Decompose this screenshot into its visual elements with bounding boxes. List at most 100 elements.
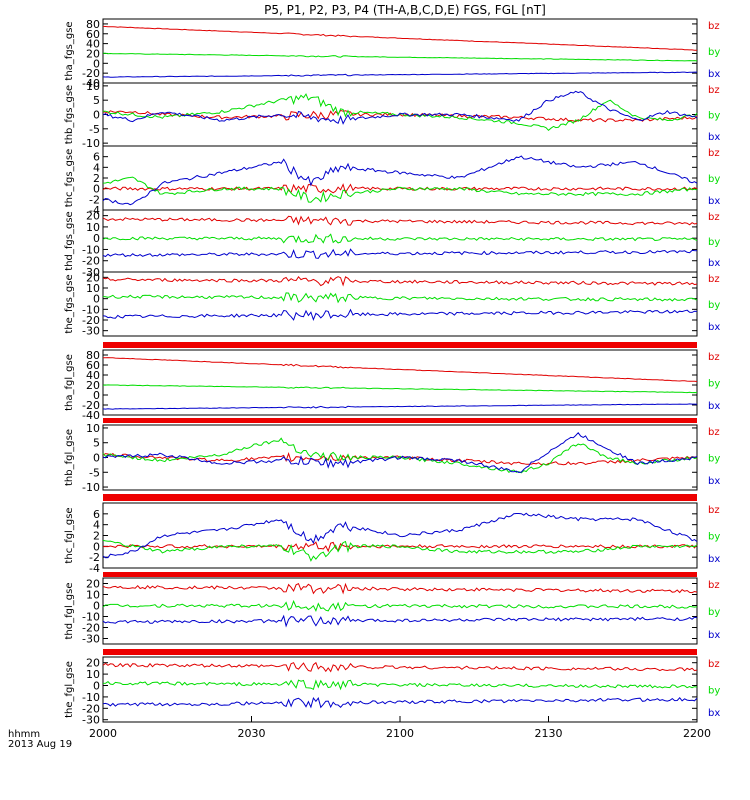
x-tick-label-0: 2000 bbox=[89, 727, 117, 740]
y-tick-label-1-0: 10 bbox=[86, 80, 100, 93]
y-tick-label-1-2: 0 bbox=[93, 109, 100, 122]
legend-label-by-9: by bbox=[708, 686, 720, 697]
series-line-bz-0 bbox=[102, 25, 697, 51]
legend-label-bx-7: bx bbox=[708, 554, 720, 565]
y-tick-label-0-2: 40 bbox=[86, 38, 100, 51]
panel-frame-7 bbox=[102, 502, 698, 569]
panel-frame-4 bbox=[102, 271, 698, 337]
legend-label-bx-2: bx bbox=[708, 196, 720, 207]
y-tick-label-7-0: 6 bbox=[93, 508, 100, 521]
y-tick-label-4-4: -20 bbox=[82, 314, 100, 327]
y-tick-label-8-1: 10 bbox=[86, 589, 100, 602]
legend-label-bz-6: bz bbox=[708, 427, 720, 438]
legend-label-bx-9: bx bbox=[708, 708, 720, 719]
y-tick-label-9-4: -20 bbox=[82, 702, 100, 715]
series-line-bx-7 bbox=[102, 512, 698, 559]
x-tick-label-2: 2100 bbox=[386, 727, 414, 740]
y-tick-label-7-2: 2 bbox=[93, 530, 100, 543]
y-tick-label-7-5: -4 bbox=[89, 562, 100, 575]
legend-label-by-6: by bbox=[708, 454, 720, 465]
legend-label-bz-8: bz bbox=[708, 580, 720, 591]
series-line-by-9 bbox=[102, 679, 698, 691]
y-axis-label-3: thd_fgs_gse bbox=[64, 211, 75, 270]
legend-label-by-0: by bbox=[708, 47, 720, 58]
y-tick-label-4-5: -30 bbox=[82, 325, 100, 338]
y-tick-label-0-5: -20 bbox=[82, 67, 100, 80]
y-tick-label-9-3: -10 bbox=[82, 691, 100, 704]
series-line-bz-3 bbox=[102, 215, 698, 226]
legend-label-bx-4: bx bbox=[708, 322, 720, 333]
series-line-by-7 bbox=[102, 539, 698, 562]
y-tick-label-3-5: -30 bbox=[82, 266, 100, 279]
y-tick-label-6-0: 10 bbox=[86, 422, 100, 435]
legend-label-by-8: by bbox=[708, 607, 720, 618]
series-line-bx-5 bbox=[102, 403, 698, 410]
series-line-bz-8 bbox=[102, 582, 698, 595]
series-line-bx-8 bbox=[102, 614, 698, 628]
legend-label-bx-6: bx bbox=[708, 476, 720, 487]
legend-label-by-3: by bbox=[708, 237, 720, 248]
y-tick-label-8-0: 20 bbox=[86, 578, 100, 591]
panel-frame-8 bbox=[102, 577, 698, 645]
series-line-by-1 bbox=[102, 93, 698, 131]
y-tick-label-0-0: 80 bbox=[86, 18, 100, 31]
y-axis-label-0: tha_fgs_gse bbox=[64, 21, 75, 80]
x-tick-label-3: 2130 bbox=[535, 727, 563, 740]
x-tick-label-1: 2030 bbox=[238, 727, 266, 740]
y-tick-label-5-4: 0 bbox=[93, 389, 100, 402]
series-line-by-5 bbox=[103, 384, 698, 394]
series-line-by-4 bbox=[102, 292, 698, 304]
y-tick-label-3-2: 0 bbox=[93, 232, 100, 245]
y-tick-label-9-2: 0 bbox=[93, 680, 100, 693]
y-tick-label-2-1: 4 bbox=[93, 161, 100, 174]
series-line-bz-9 bbox=[102, 661, 698, 673]
legend-label-bz-2: bz bbox=[708, 148, 720, 159]
y-tick-label-4-2: 0 bbox=[93, 293, 100, 306]
series-line-by-8 bbox=[102, 599, 698, 612]
series-line-bx-9 bbox=[102, 696, 698, 709]
y-axis-label-6: thb_fgl_gse bbox=[64, 429, 75, 486]
series-line-bz-6 bbox=[102, 452, 698, 466]
y-tick-label-8-5: -30 bbox=[82, 633, 100, 646]
series-line-by-6 bbox=[102, 437, 698, 474]
y-tick-label-5-1: 60 bbox=[86, 359, 100, 372]
y-tick-label-9-1: 10 bbox=[86, 668, 100, 681]
legend-label-bx-0: bx bbox=[708, 69, 720, 80]
legend-label-bz-5: bz bbox=[708, 352, 720, 363]
y-tick-label-6-2: 0 bbox=[93, 452, 100, 465]
panel-frame-0 bbox=[102, 18, 698, 84]
legend-label-by-2: by bbox=[708, 174, 720, 185]
y-axis-label-7: thc_fgl_gse bbox=[64, 507, 75, 563]
legend-label-by-1: by bbox=[708, 111, 720, 122]
legend-label-by-5: by bbox=[708, 379, 720, 390]
y-tick-label-1-3: -5 bbox=[89, 123, 100, 136]
y-tick-label-1-1: 5 bbox=[93, 94, 100, 107]
y-tick-label-2-2: 2 bbox=[93, 172, 100, 185]
y-tick-label-0-3: 20 bbox=[86, 47, 100, 60]
y-tick-label-8-2: 0 bbox=[93, 600, 100, 613]
y-tick-label-5-0: 80 bbox=[86, 349, 100, 362]
y-tick-label-2-4: -2 bbox=[89, 193, 100, 206]
legend-label-bx-1: bx bbox=[708, 132, 720, 143]
legend-label-bz-4: bz bbox=[708, 274, 720, 285]
separator-bar-2 bbox=[103, 494, 697, 501]
y-tick-label-0-4: 0 bbox=[93, 57, 100, 70]
x-tick-label-4: 2200 bbox=[683, 727, 711, 740]
y-tick-label-0-1: 60 bbox=[86, 28, 100, 41]
y-tick-label-5-5: -20 bbox=[82, 399, 100, 412]
legend-label-bx-3: bx bbox=[708, 258, 720, 269]
y-tick-label-4-3: -10 bbox=[82, 303, 100, 316]
y-tick-label-8-4: -20 bbox=[82, 622, 100, 635]
y-axis-label-2: thc_fgs_gse bbox=[64, 149, 75, 208]
series-line-by-3 bbox=[102, 233, 698, 244]
y-tick-label-6-3: -5 bbox=[89, 466, 100, 479]
y-tick-label-8-3: -10 bbox=[82, 611, 100, 624]
legend-label-by-7: by bbox=[708, 532, 720, 543]
y-tick-label-6-4: -10 bbox=[82, 481, 100, 494]
separator-bar-4 bbox=[103, 649, 697, 655]
series-line-bx-1 bbox=[102, 90, 698, 125]
y-tick-label-3-4: -20 bbox=[82, 255, 100, 268]
y-tick-label-9-0: 20 bbox=[86, 657, 100, 670]
panel-frame-2 bbox=[102, 145, 698, 211]
